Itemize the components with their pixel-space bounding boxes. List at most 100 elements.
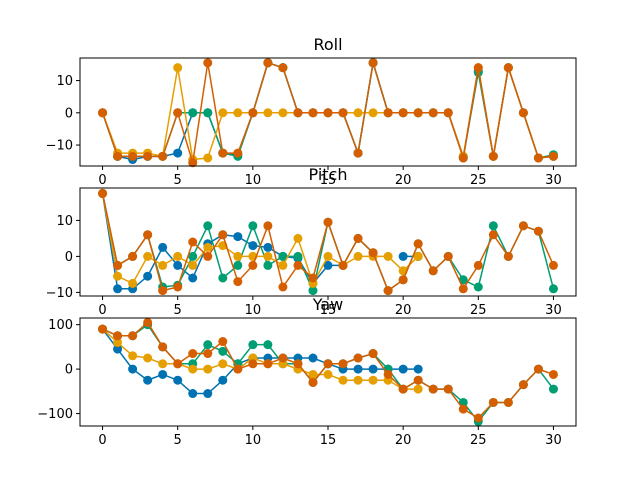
data-point [533, 153, 543, 163]
data-point [143, 317, 153, 327]
data-point [353, 233, 363, 243]
subplot-title: Roll [313, 35, 342, 54]
x-tick-label: 0 [98, 173, 106, 188]
data-point [368, 108, 378, 118]
data-point [368, 364, 378, 374]
data-point [293, 108, 303, 118]
series-line [101, 193, 555, 292]
data-point [398, 364, 408, 374]
data-point [503, 63, 513, 73]
data-point [263, 221, 273, 231]
data-point [233, 148, 243, 158]
data-point [428, 266, 438, 276]
data-point [263, 340, 273, 350]
y-tick-label: 0 [65, 106, 73, 121]
data-point [188, 158, 198, 168]
data-point [203, 251, 213, 261]
data-point [188, 349, 198, 359]
data-point [353, 353, 363, 363]
data-point [203, 108, 213, 118]
data-point [113, 260, 123, 270]
data-point [383, 251, 393, 261]
y-tick-label: 0 [65, 363, 73, 378]
y-tick-label: −100 [37, 407, 73, 422]
series-3 [98, 317, 558, 423]
data-point [188, 108, 198, 118]
data-point [353, 108, 363, 118]
data-point [188, 389, 198, 399]
data-point [128, 251, 138, 261]
data-point [263, 260, 273, 270]
data-point [338, 359, 348, 369]
data-point [248, 359, 258, 369]
data-point [113, 284, 123, 294]
data-point [203, 364, 213, 374]
data-point [218, 359, 228, 369]
data-point [293, 251, 303, 261]
data-point [338, 108, 348, 118]
x-tick-label: 10 [245, 433, 262, 448]
data-point [218, 148, 228, 158]
data-point [188, 273, 198, 283]
data-point [143, 271, 153, 281]
data-point [413, 364, 423, 374]
data-point [473, 413, 483, 423]
data-point [308, 377, 318, 387]
y-tick-label: −10 [46, 286, 73, 301]
data-point [263, 251, 273, 261]
data-point [548, 369, 558, 379]
data-point [458, 404, 468, 414]
data-point [263, 108, 273, 118]
data-point [458, 275, 468, 285]
data-point [113, 344, 123, 354]
x-tick-label: 30 [545, 173, 562, 188]
data-point [158, 242, 168, 252]
subplot-title: Yaw [312, 295, 343, 314]
data-point [233, 108, 243, 118]
data-point [488, 397, 498, 407]
data-point [218, 375, 228, 385]
data-point [338, 260, 348, 270]
data-point [518, 380, 528, 390]
data-point [173, 108, 183, 118]
data-point [368, 375, 378, 385]
data-point [503, 251, 513, 261]
data-point [398, 384, 408, 394]
data-point [533, 226, 543, 236]
x-tick-label: 25 [470, 303, 487, 318]
data-point [368, 349, 378, 359]
subplot-title: Pitch [309, 165, 348, 184]
data-point [278, 108, 288, 118]
x-tick-label: 25 [470, 173, 487, 188]
data-point [218, 346, 228, 356]
data-point [248, 108, 258, 118]
data-point [263, 359, 273, 369]
x-tick-label: 30 [545, 303, 562, 318]
data-point [128, 151, 138, 161]
data-point [113, 331, 123, 341]
series-3 [98, 58, 558, 168]
data-point [443, 108, 453, 118]
data-point [173, 63, 183, 73]
data-point [203, 389, 213, 399]
data-point [158, 151, 168, 161]
series-line [101, 328, 419, 395]
data-point [413, 251, 423, 261]
data-point [488, 230, 498, 240]
data-point [278, 63, 288, 73]
data-point [188, 364, 198, 374]
series-line [101, 193, 555, 294]
data-point [143, 151, 153, 161]
x-tick-label: 30 [545, 433, 562, 448]
data-point [308, 286, 318, 296]
data-point [353, 251, 363, 261]
x-tick-label: 0 [98, 303, 106, 318]
data-point [278, 353, 288, 363]
data-point [428, 384, 438, 394]
data-point [323, 251, 333, 261]
x-tick-label: 10 [245, 303, 262, 318]
data-point [173, 359, 183, 369]
data-point [398, 275, 408, 285]
data-point [203, 340, 213, 350]
